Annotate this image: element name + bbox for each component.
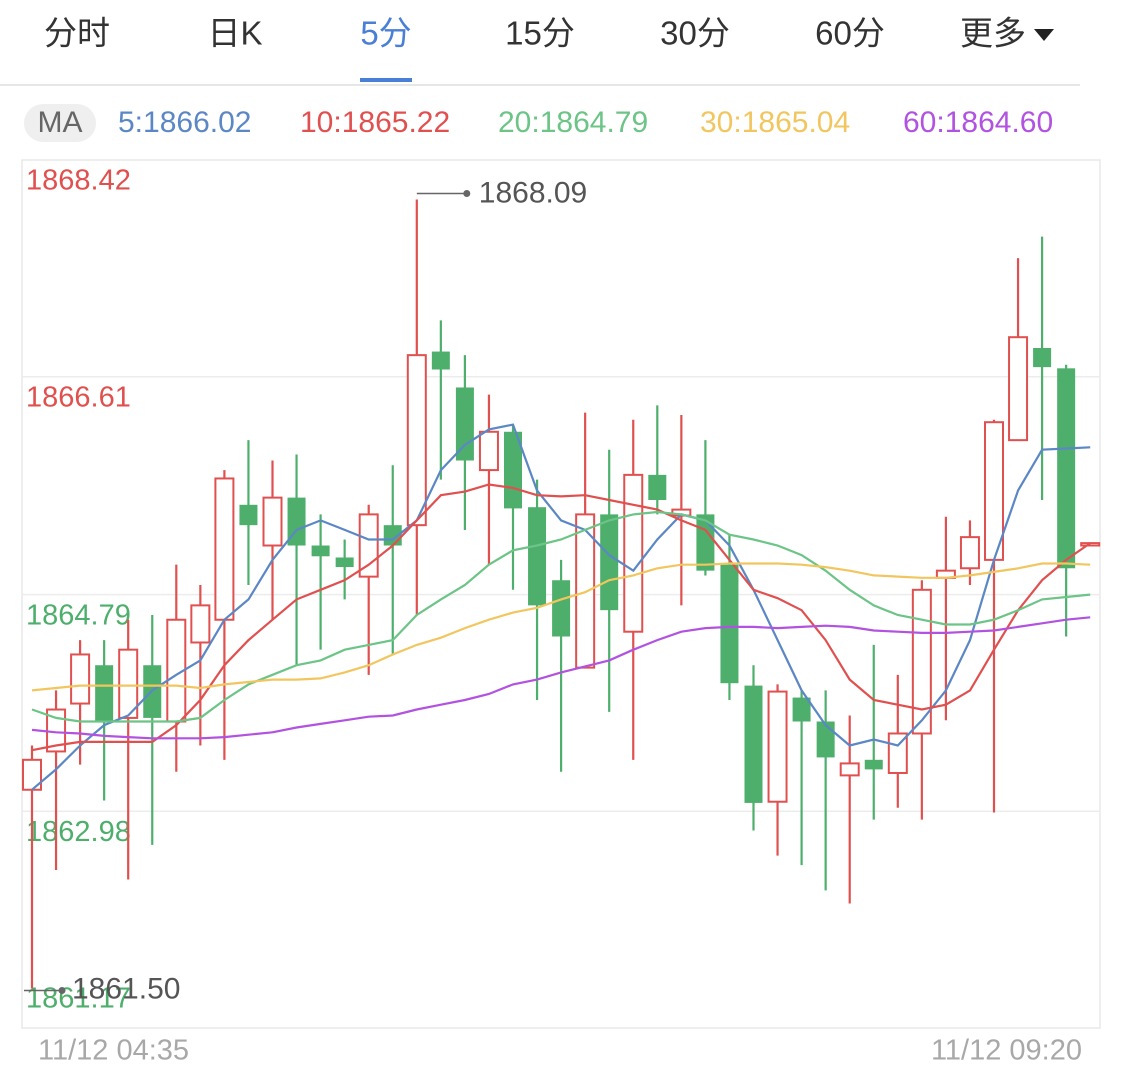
tab[interactable]: 更多 <box>960 15 1026 52</box>
candle-body <box>623 473 644 633</box>
y-tick-label: 1868.42 <box>26 165 131 197</box>
x-tick-label: 11/12 04:35 <box>38 1035 189 1067</box>
candle-body <box>528 507 547 606</box>
candle-body <box>335 557 354 568</box>
candle-body <box>311 545 330 557</box>
ma-badge <box>24 104 96 142</box>
ma-line <box>31 510 1091 723</box>
ma-line <box>31 483 1091 752</box>
ma-legend-entry: 30:1865.04 <box>700 106 850 139</box>
max-label: 1868.09 <box>479 176 587 209</box>
tab[interactable]: 60分 <box>815 15 885 52</box>
candle-body <box>648 474 667 501</box>
tab[interactable]: 15分 <box>505 15 575 52</box>
candle-body <box>190 604 211 644</box>
candle-body <box>431 351 450 370</box>
candle-body <box>552 580 571 637</box>
candle-body <box>816 721 835 758</box>
ma-legend-entry: 10:1865.22 <box>300 106 450 139</box>
ma-legend-entry: 20:1864.79 <box>498 106 648 139</box>
candle-body <box>911 588 932 735</box>
candle-body <box>455 387 474 461</box>
candle-body <box>118 648 139 719</box>
candle-body <box>1033 347 1052 368</box>
y-tick-label: 1866.61 <box>26 381 131 413</box>
ma-line <box>31 616 1091 740</box>
candle-body <box>262 496 283 547</box>
candle-body <box>720 564 739 684</box>
ma-legend-entry: 5:1866.02 <box>118 106 251 139</box>
ma-line <box>31 562 1091 692</box>
candle-body <box>959 536 980 570</box>
candle-body <box>744 685 763 803</box>
tab[interactable]: 日K <box>207 15 262 52</box>
candle-body <box>792 697 811 722</box>
candle-body <box>1057 368 1076 569</box>
candle-body <box>239 504 258 526</box>
candle-body <box>767 690 788 803</box>
candle-body <box>1008 336 1029 442</box>
ma-legend-entry: 60:1864.60 <box>903 106 1053 139</box>
candle-body <box>287 497 306 546</box>
tab[interactable]: 分时 <box>44 15 110 52</box>
max-dot <box>463 190 471 198</box>
x-tick-label: 11/12 09:20 <box>931 1035 1082 1067</box>
min-dot <box>58 986 66 994</box>
candle-body <box>478 430 499 472</box>
ma-label: MA <box>38 106 83 139</box>
y-tick-label: 1862.98 <box>26 816 131 848</box>
dropdown-arrow <box>1034 29 1054 41</box>
candle-body <box>864 759 883 770</box>
candle-body <box>406 354 427 527</box>
candle-body <box>214 477 235 621</box>
y-tick-label: 1861.17 <box>26 983 131 1015</box>
candle-body <box>839 762 860 777</box>
tab-underline <box>360 78 412 82</box>
candle-body <box>696 514 715 571</box>
min-label: 1861.50 <box>72 972 180 1005</box>
ma-line <box>31 423 1091 791</box>
tab[interactable]: 5分 <box>360 15 411 52</box>
tab[interactable]: 30分 <box>660 15 730 52</box>
candle-body <box>95 665 114 722</box>
y-tick-label: 1864.79 <box>26 599 131 631</box>
candle-body <box>358 513 379 578</box>
candle-body <box>600 514 619 611</box>
candle-body <box>22 758 42 791</box>
candle-body <box>70 653 91 705</box>
